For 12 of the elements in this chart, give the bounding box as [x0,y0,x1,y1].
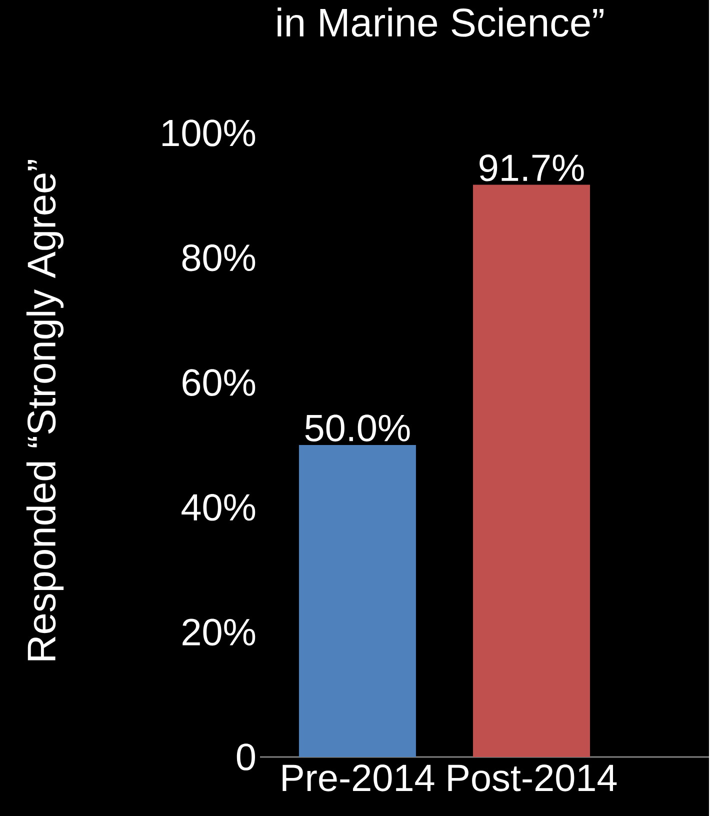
y-tick-label: 20% [182,618,256,646]
data-label: 50.0% [305,414,410,442]
data-label: 91.7% [480,154,584,182]
chart-title: in Marine Science” [278,8,604,37]
x-tick-label: Post-2014 [448,764,617,792]
y-tick-label: 100% [162,120,256,146]
x-tick-label: Pre-2014 [282,764,434,792]
y-tick-label: 40% [182,494,256,521]
y-axis-title: Responded “Strongly Agree” [26,160,64,660]
y-tick-label: 60% [182,369,256,396]
y-tick-label: 0 [237,744,256,770]
y-tick-label: 80% [182,244,256,272]
